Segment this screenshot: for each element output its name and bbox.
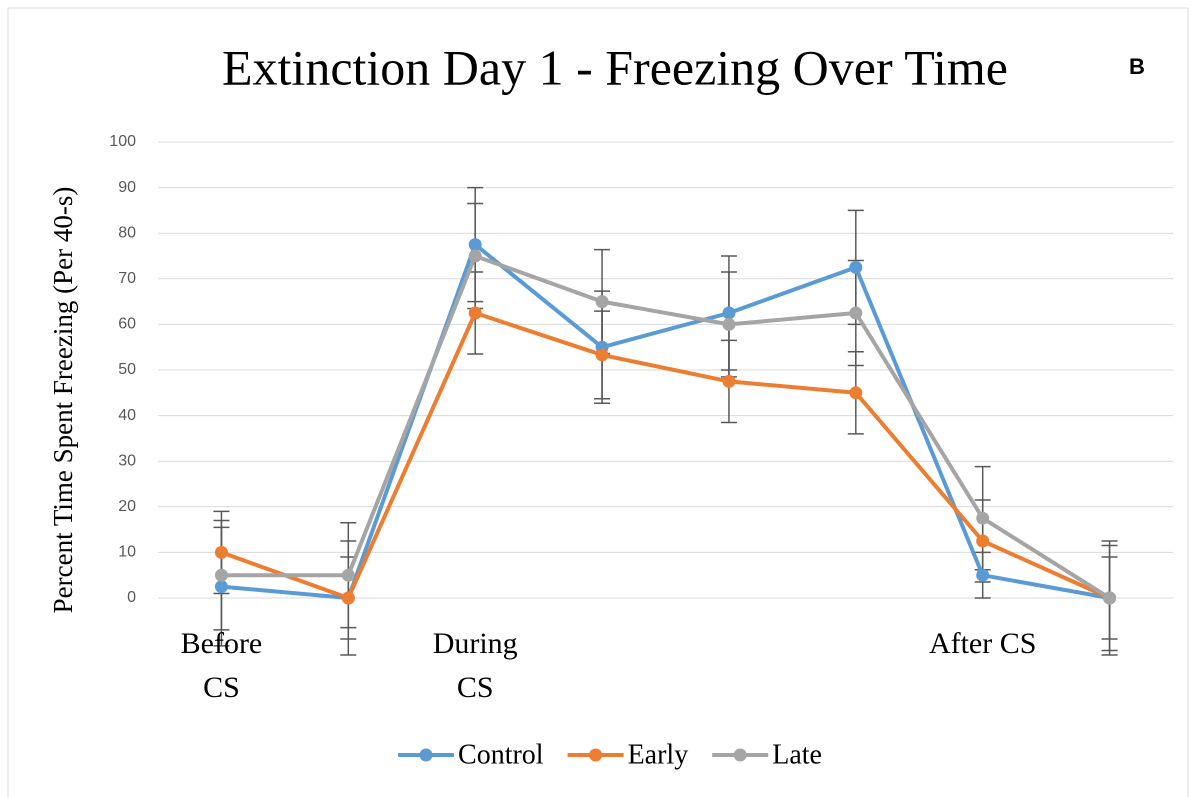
data-point bbox=[595, 295, 609, 309]
data-point bbox=[468, 249, 482, 263]
data-point bbox=[341, 568, 355, 582]
legend-label: Early bbox=[628, 739, 689, 770]
data-point bbox=[1103, 591, 1117, 605]
x-tick-label: During CS bbox=[432, 627, 518, 704]
legend-marker bbox=[419, 748, 433, 762]
legend-marker bbox=[589, 748, 603, 762]
data-point bbox=[849, 306, 863, 320]
data-point bbox=[214, 580, 228, 594]
data-point bbox=[341, 591, 355, 605]
y-tick-label: 20 bbox=[118, 498, 136, 515]
legend-label: Control bbox=[458, 739, 544, 770]
data-point bbox=[722, 317, 736, 331]
data-point bbox=[722, 306, 736, 320]
data-point bbox=[595, 348, 609, 362]
data-point bbox=[214, 568, 228, 582]
y-tick-label: 100 bbox=[109, 133, 136, 150]
legend-label: Late bbox=[772, 739, 822, 770]
y-tick-label: 10 bbox=[118, 544, 136, 561]
series-line bbox=[220, 311, 1111, 600]
panel-label: B bbox=[1129, 54, 1145, 79]
x-tick-label: After CS bbox=[928, 627, 1037, 660]
y-tick-label: 40 bbox=[118, 407, 136, 424]
chart-title: Extinction Day 1 - Freezing Over Time bbox=[222, 39, 1008, 95]
chart-border bbox=[7, 7, 1189, 797]
series-line bbox=[221, 242, 1110, 600]
x-tick-label: Before CS bbox=[180, 627, 263, 704]
y-tick-label: 70 bbox=[118, 270, 136, 287]
data-point bbox=[976, 534, 990, 548]
data-point bbox=[468, 306, 482, 320]
data-point bbox=[468, 238, 482, 252]
series-line bbox=[221, 254, 1111, 600]
data-point bbox=[849, 260, 863, 274]
data-point bbox=[214, 545, 228, 559]
y-tick-label: 50 bbox=[118, 361, 136, 378]
legend-marker bbox=[733, 748, 747, 762]
data-point bbox=[849, 386, 863, 400]
y-tick-label: 80 bbox=[118, 224, 136, 241]
y-tick-label: 0 bbox=[127, 589, 136, 606]
y-tick-label: 60 bbox=[118, 316, 136, 333]
y-tick-label: 30 bbox=[118, 452, 136, 469]
y-tick-label: 90 bbox=[118, 179, 136, 196]
data-point bbox=[976, 511, 990, 525]
data-point bbox=[722, 374, 736, 388]
data-point bbox=[976, 568, 990, 582]
y-axis-label: Percent Time Spent Freezing (Per 40-s) bbox=[48, 187, 78, 614]
